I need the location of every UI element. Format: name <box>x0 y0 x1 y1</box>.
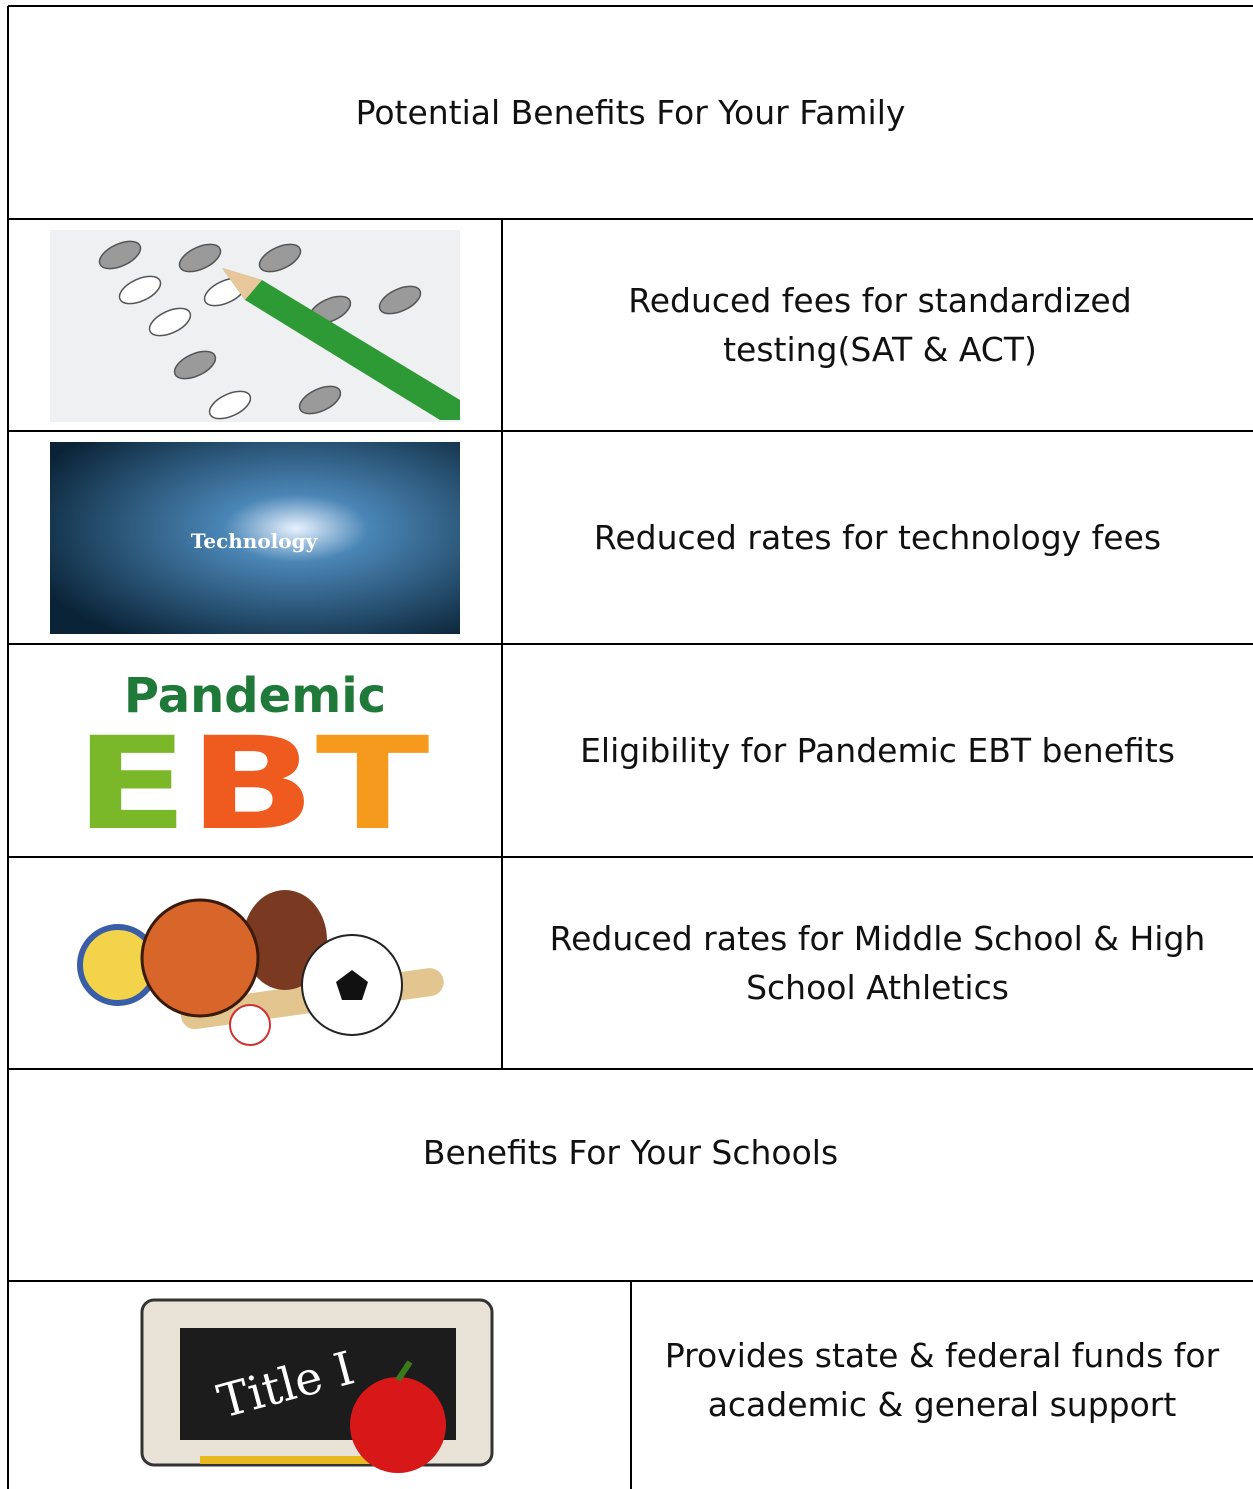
ebt-letter: E <box>75 710 189 859</box>
section-title: Benefits For Your Schools <box>8 1069 1253 1237</box>
test-image <box>50 230 460 424</box>
ebt-letter: B <box>188 710 315 859</box>
page: Technology Pandemic EBT Title I Potentia… <box>0 0 1253 1489</box>
cell-text: Reduced rates for technology fees <box>502 431 1253 644</box>
image-text: Technology <box>191 529 319 553</box>
cell-text: Provides state & federal funds for acade… <box>631 1300 1253 1460</box>
cell-text: Eligibility for Pandemic EBT benefits <box>502 644 1253 857</box>
ebt-letter: T <box>316 710 430 859</box>
section-title: Potential Benefits For Your Family <box>8 6 1253 219</box>
sports-image <box>80 890 445 1045</box>
cell-text: Reduced rates for Middle School & High S… <box>530 857 1225 1069</box>
cell-text: Reduced fees for standardized testing(SA… <box>560 219 1200 431</box>
